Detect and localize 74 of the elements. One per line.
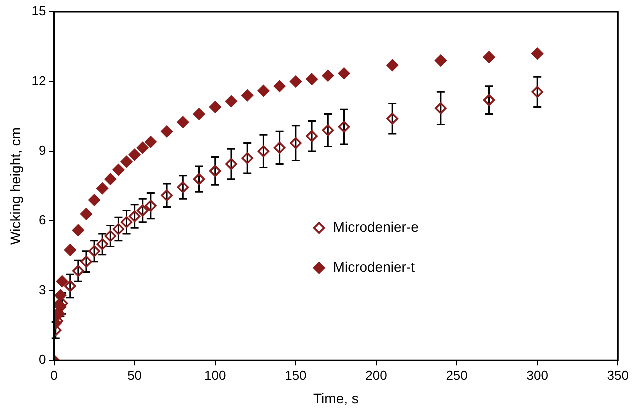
point — [274, 142, 286, 154]
point — [88, 245, 100, 258]
point — [209, 101, 222, 114]
point — [128, 210, 141, 222]
point — [483, 51, 496, 64]
y-tick-label: 9 — [39, 143, 46, 158]
legend-label: Microdenier-e — [333, 218, 420, 235]
x-axis-title: Time, s — [314, 390, 359, 406]
point — [226, 158, 238, 170]
x-tick-label: 0 — [50, 368, 58, 383]
point — [80, 208, 92, 220]
point — [54, 290, 67, 302]
y-tick-label: 6 — [39, 212, 46, 228]
legend-label: Microdenier-t — [333, 258, 416, 275]
point — [161, 190, 173, 202]
point — [242, 90, 254, 102]
point — [338, 68, 350, 80]
x-tick-label: 50 — [128, 368, 142, 383]
point — [242, 152, 254, 164]
x-tick-label: 250 — [446, 368, 468, 383]
point — [145, 200, 157, 212]
point — [136, 204, 149, 217]
x-tick-label: 150 — [285, 368, 307, 383]
y-tick-label: 0 — [39, 352, 46, 368]
y-tick-label: 15 — [32, 4, 46, 19]
point — [290, 137, 302, 150]
point — [56, 276, 68, 288]
point — [177, 182, 190, 194]
point — [483, 94, 496, 106]
point — [322, 70, 334, 82]
point — [112, 164, 125, 176]
point — [532, 48, 544, 60]
point — [290, 76, 302, 88]
point — [258, 85, 270, 97]
point — [72, 265, 84, 278]
point — [435, 102, 447, 114]
point — [120, 156, 133, 168]
point — [88, 194, 100, 206]
point — [274, 80, 286, 92]
point — [193, 108, 206, 120]
point — [96, 182, 108, 195]
point — [72, 224, 84, 236]
point — [209, 165, 222, 178]
point — [161, 126, 173, 138]
point — [435, 54, 447, 67]
point — [64, 280, 76, 292]
x-tick-label: 300 — [526, 368, 548, 383]
point — [120, 216, 133, 228]
point — [306, 130, 318, 142]
x-tick-label: 100 — [204, 368, 226, 383]
y-tick-label: 3 — [39, 282, 46, 298]
point — [104, 173, 117, 186]
point — [532, 86, 544, 98]
point — [96, 238, 108, 250]
point — [136, 142, 149, 154]
point — [112, 223, 125, 236]
y-tick-label: 12 — [32, 73, 46, 88]
point — [386, 113, 398, 125]
point — [258, 146, 270, 158]
y-axis-title: Wicking height, cm — [7, 128, 24, 246]
point — [128, 149, 141, 161]
point — [226, 96, 238, 108]
point — [322, 124, 334, 136]
point — [338, 121, 350, 133]
x-tick-label: 200 — [366, 368, 388, 383]
point — [80, 256, 92, 268]
point — [64, 244, 76, 256]
point — [177, 116, 190, 128]
point — [193, 173, 206, 186]
point — [145, 136, 157, 148]
point — [386, 60, 398, 72]
x-tick-label: 350 — [607, 368, 630, 383]
point — [104, 230, 117, 242]
point — [306, 73, 318, 86]
